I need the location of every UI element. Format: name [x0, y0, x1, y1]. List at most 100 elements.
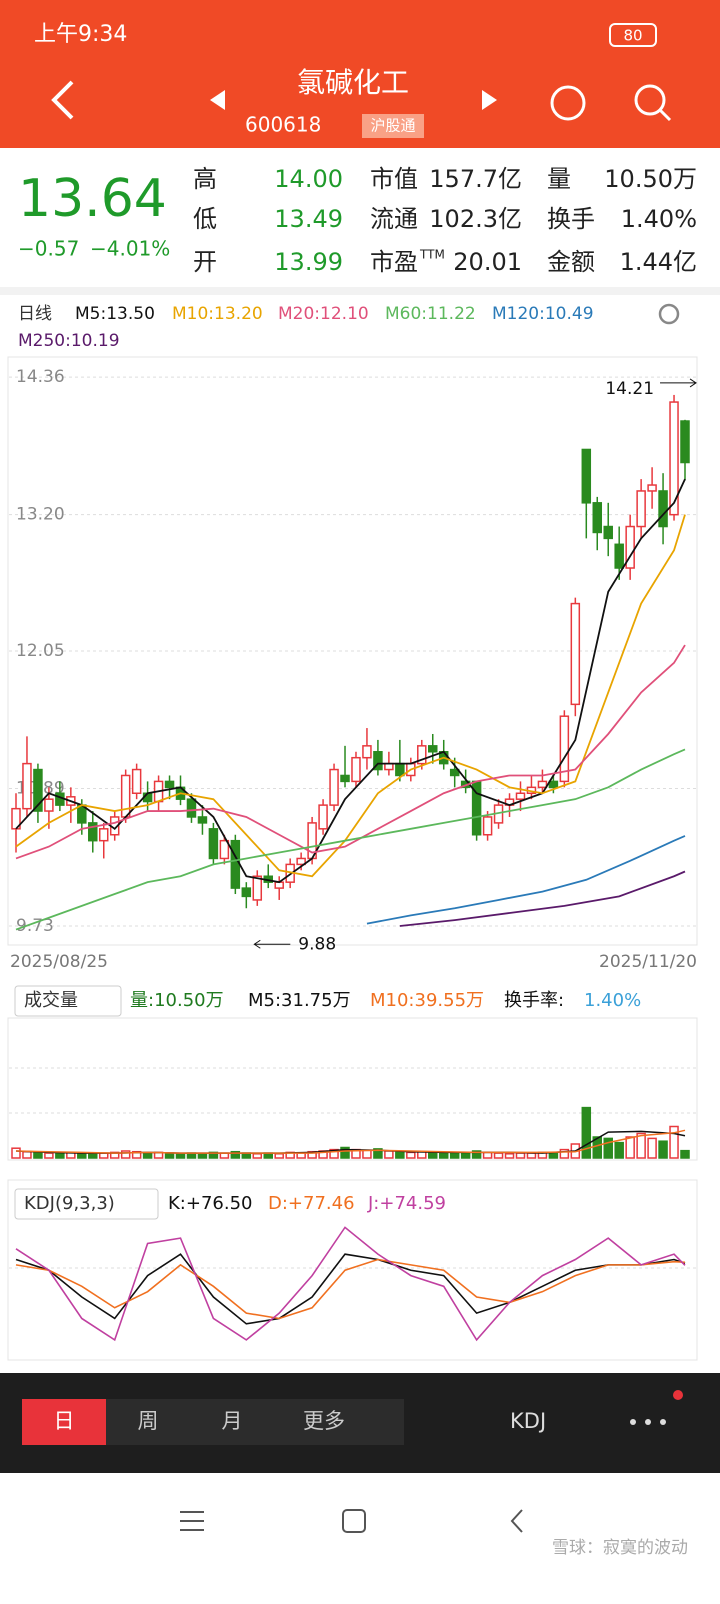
- candle-body: [318, 804, 328, 830]
- candle-body: [98, 828, 109, 842]
- candle-body: [197, 816, 208, 824]
- candle-body: [636, 490, 646, 528]
- candle-body: [548, 780, 559, 789]
- volume-bar: [406, 1151, 416, 1159]
- volume-bar: [647, 1137, 657, 1159]
- volume-bar: [252, 1153, 263, 1159]
- candle-body: [570, 602, 581, 706]
- ma-legend: M120:10.49: [492, 304, 594, 324]
- volume-bar: [33, 1151, 43, 1159]
- tab-bg: [106, 1399, 404, 1445]
- y-tick-label: 14.36: [16, 367, 65, 387]
- candle-body: [581, 448, 592, 504]
- volume-bar: [515, 1152, 526, 1159]
- ma-legend: M10:13.20: [172, 304, 263, 324]
- line: [366, 835, 686, 925]
- search-icon[interactable]: [634, 84, 666, 116]
- field-value: 102.3亿: [429, 205, 522, 233]
- candle-body: [417, 745, 427, 765]
- period: 日线: [18, 304, 52, 324]
- annotation-arrow: [660, 378, 697, 388]
- tabs: 日 周 月 更多: [54, 1409, 346, 1433]
- y-tick-label: 13.20: [16, 505, 65, 525]
- volume-m10: M10:39.55万: [370, 990, 484, 1011]
- period-tab[interactable]: 周: [138, 1409, 159, 1433]
- candle-body: [241, 887, 252, 898]
- volume-bar: [504, 1153, 515, 1159]
- ma-legend: M20:12.10: [278, 304, 369, 324]
- stock-name: 氯碱化工: [297, 66, 409, 99]
- nav-home[interactable]: [342, 1509, 366, 1533]
- field-value: 13.49: [274, 205, 343, 233]
- volume-bar: [44, 1152, 54, 1159]
- nav-back[interactable]: [510, 1509, 523, 1533]
- field-value: 1.40%: [621, 205, 697, 233]
- nav-menu[interactable]: [180, 1511, 204, 1531]
- candle-body: [131, 768, 142, 795]
- candle-body: [329, 768, 339, 806]
- volume-bar: [428, 1152, 438, 1159]
- battery: [609, 23, 657, 47]
- line: [15, 1226, 686, 1342]
- candle-body: [658, 490, 668, 528]
- candle-body: [33, 768, 43, 812]
- period-tab[interactable]: 月: [222, 1409, 243, 1433]
- volume-bar: [22, 1150, 32, 1159]
- period-tab[interactable]: 更多: [303, 1409, 345, 1433]
- ma-legend: M250:10.19: [18, 331, 120, 351]
- candle-body: [164, 780, 175, 789]
- candle-body: [559, 715, 570, 783]
- volume-bar: [460, 1152, 471, 1159]
- field-label: 高: [193, 165, 217, 193]
- kdj-d: D:+77.46: [268, 1193, 355, 1214]
- candle-body: [428, 745, 438, 753]
- battery-level: 80: [623, 27, 642, 45]
- candle-body: [55, 792, 65, 806]
- next-stock[interactable]: [482, 90, 497, 110]
- volume-bar: [197, 1153, 208, 1159]
- date-end: 2025/11/20: [599, 952, 697, 972]
- settings[interactable]: [658, 303, 680, 325]
- volume-bar: [526, 1152, 537, 1159]
- volume-bar: [274, 1153, 284, 1159]
- volume-bar: [603, 1137, 613, 1159]
- ma-legend: M5:13.50: [75, 304, 155, 324]
- volume-bar: [438, 1151, 449, 1159]
- field-label: 市盈: [370, 248, 418, 276]
- change-pct: −4.01%: [90, 237, 170, 261]
- volume-bar: [449, 1151, 460, 1159]
- field-value: 13.99: [274, 248, 343, 276]
- annotation: 14.21: [605, 379, 654, 399]
- candle-body: [680, 420, 690, 464]
- more-dot[interactable]: [630, 1419, 636, 1425]
- bot-icon[interactable]: [550, 85, 586, 121]
- candle-body: [373, 751, 383, 771]
- line: [399, 870, 686, 927]
- kdj-select[interactable]: [14, 1188, 159, 1220]
- volume-bar: [55, 1153, 65, 1159]
- volume-bar: [11, 1147, 21, 1159]
- turnover-label: 换手率:: [504, 990, 564, 1011]
- volume-bar: [680, 1149, 690, 1159]
- watermark: 雪球：寂寞的波动: [552, 1538, 688, 1558]
- candle-body: [230, 839, 241, 889]
- candle-body: [120, 774, 131, 818]
- indicator-tab[interactable]: KDJ: [510, 1409, 546, 1433]
- period-tab[interactable]: 日: [54, 1409, 75, 1433]
- prev-stock[interactable]: [210, 90, 225, 110]
- volume-select[interactable]: [14, 985, 122, 1017]
- candle-body: [449, 768, 460, 777]
- candle-body: [614, 543, 624, 569]
- field-label: 开: [193, 248, 217, 276]
- candle-body: [44, 798, 54, 812]
- volume-bar: [120, 1150, 131, 1159]
- candle-body: [22, 762, 32, 810]
- candle-body: [603, 525, 613, 540]
- field-value: 20.01: [453, 248, 522, 276]
- candle-body: [88, 822, 98, 842]
- volume-bar: [340, 1146, 350, 1159]
- candle-body: [482, 816, 493, 836]
- line: [15, 748, 686, 931]
- back-button[interactable]: [51, 80, 74, 120]
